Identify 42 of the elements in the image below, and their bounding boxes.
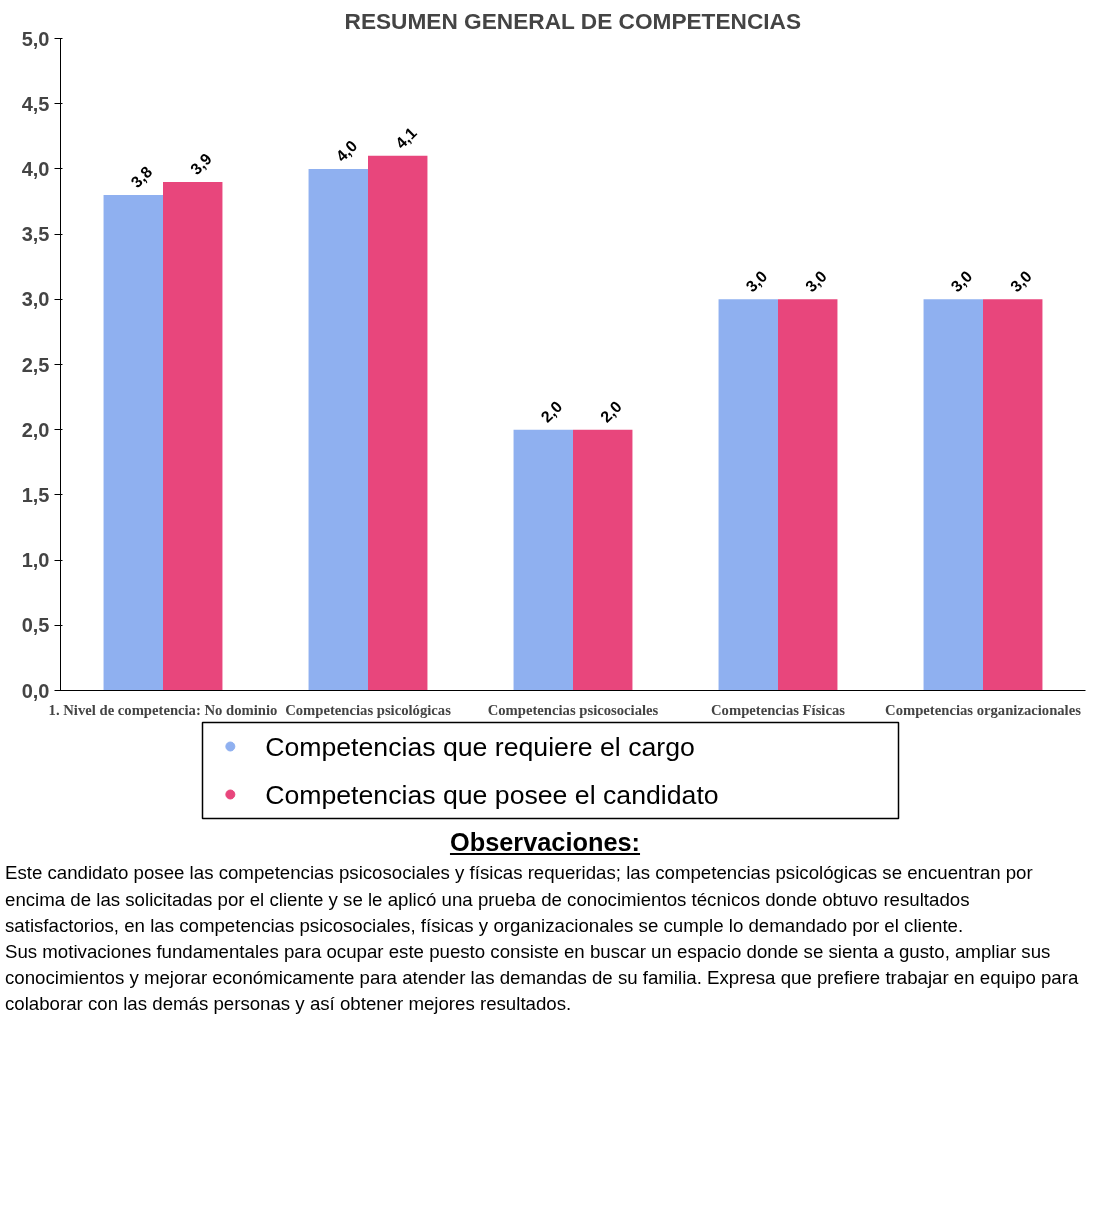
- y-tick-label: 5,0: [21, 27, 50, 50]
- data-label: 3,0: [802, 267, 830, 296]
- y-tick-label: 0,5: [21, 614, 50, 637]
- bar: [308, 168, 368, 691]
- bar: [718, 299, 778, 691]
- bar: [513, 429, 573, 691]
- y-tick-label: 1,0: [21, 549, 50, 572]
- y-tick-label: 2,5: [21, 353, 50, 376]
- y-tick-label: 0,0: [21, 679, 50, 702]
- y-tick-label: 3,5: [21, 223, 50, 246]
- bar: [163, 181, 223, 691]
- bar: [983, 299, 1043, 691]
- data-label: 3,0: [947, 267, 976, 296]
- y-tick-label: 4,0: [21, 157, 50, 180]
- data-label: 2,0: [537, 397, 566, 426]
- data-label: 4,0: [332, 137, 361, 165]
- data-label: 3,0: [742, 267, 771, 296]
- x-tick-label: Competencias psicosociales: [487, 701, 659, 718]
- data-label: 3,0: [1007, 267, 1035, 296]
- data-label: 3,9: [187, 150, 215, 178]
- legend-label: Competencias que posee el candidato: [265, 779, 719, 810]
- y-tick-label: 4,5: [21, 92, 50, 115]
- data-label: 3,8: [127, 163, 156, 191]
- text: Observaciones:: [448, 827, 642, 858]
- legend-label: Competencias que requiere el cargo: [265, 731, 695, 762]
- y-tick-label: 2,0: [21, 418, 50, 441]
- x-tick-label: 1. Nivel de competencia: No dominio: [48, 701, 278, 718]
- chart-title: RESUMEN GENERAL DE COMPETENCIAS: [344, 7, 802, 34]
- x-tick-label: Competencias organizacionales: [885, 701, 1082, 718]
- bar: [368, 155, 428, 691]
- data-label: 4,1: [392, 123, 420, 152]
- bar: [923, 299, 983, 691]
- text: Este candidato posee las competencias psicosociales y físicas requeridas; las competencias psicológicas se encuentran por encima de las solicitadas por el cliente y se le aplicó una prueba de conocimientos técnicos donde obtuvo resultados satisfactorios, en las competencias psicosociales, físicas y organizacionales se cumple lo demandado por el cliente.: [5, 861, 1034, 938]
- bar: [573, 429, 633, 691]
- data-label: 2,0: [597, 397, 625, 426]
- y-tick-label: 3,0: [21, 288, 50, 311]
- x-tick-label: Competencias psicológicas: [285, 701, 452, 718]
- y-tick-label: 1,5: [21, 483, 50, 506]
- bar: [103, 194, 163, 691]
- x-tick-label: Competencias Físicas: [711, 701, 846, 718]
- bar: [778, 299, 838, 691]
- text: Sus motivaciones fundamentales para ocupar este puesto consiste en buscar un espacio donde se sienta a gusto, ampliar sus conocimientos y mejorar económicamente para atender las demandas de su familia. Expresa que prefiere trabajar en equipo para colaborar con las demás personas y así obtener mejores resultados.: [5, 939, 1080, 1017]
